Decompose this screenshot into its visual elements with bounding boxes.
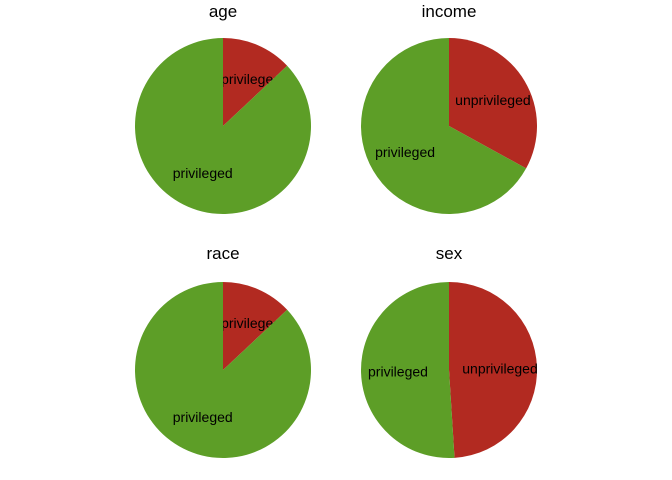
pie-title: sex <box>436 244 463 263</box>
pie-income: unprivileged privileged income <box>361 2 537 214</box>
pie-title: race <box>206 244 239 263</box>
slice-privileged <box>135 38 311 215</box>
pie-race: unprivileged privileged race <box>134 244 311 459</box>
pie-title: income <box>422 2 477 21</box>
slice-label-unprivileged: unprivileged <box>206 315 282 331</box>
slice-unprivileged <box>449 38 537 169</box>
slice-label-privileged: privileged <box>173 165 233 181</box>
pie-sex: unprivileged privileged sex <box>361 244 538 458</box>
slice-unprivileged <box>223 282 288 370</box>
slice-privileged <box>361 38 527 214</box>
slice-label-privileged: privileged <box>368 364 428 380</box>
pie-age: unprivileged privileged age <box>135 2 311 215</box>
slice-label-unprivileged: unprivileged <box>455 92 531 108</box>
slice-unprivileged <box>223 38 288 126</box>
slice-label-privileged: privileged <box>173 409 233 425</box>
slice-unprivileged <box>449 282 538 458</box>
slice-label-privileged: privileged <box>375 144 435 160</box>
pie-title: age <box>209 2 237 21</box>
slice-privileged <box>134 282 311 459</box>
slice-label-unprivileged: unprivileged <box>206 71 282 87</box>
slice-label-unprivileged: unprivileged <box>462 360 538 376</box>
slice-privileged <box>361 282 455 458</box>
